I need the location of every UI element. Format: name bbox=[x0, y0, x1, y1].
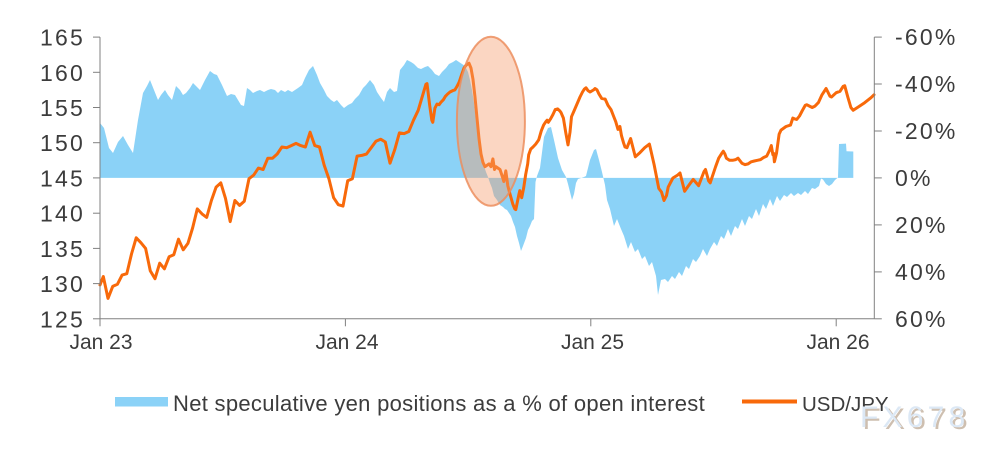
svg-text:Jan 26: Jan 26 bbox=[806, 331, 869, 354]
svg-text:165: 165 bbox=[40, 25, 85, 51]
svg-text:-60%: -60% bbox=[895, 24, 958, 50]
svg-text:135: 135 bbox=[40, 236, 85, 262]
svg-text:FX678: FX678 bbox=[863, 403, 972, 436]
svg-text:USD/JPY: USD/JPY bbox=[802, 393, 889, 416]
svg-text:20%: 20% bbox=[895, 212, 948, 238]
svg-text:-20%: -20% bbox=[895, 118, 958, 144]
svg-text:40%: 40% bbox=[895, 259, 948, 285]
svg-text:145: 145 bbox=[40, 165, 85, 191]
svg-text:140: 140 bbox=[40, 201, 85, 227]
svg-text:FX678: FX678 bbox=[860, 401, 969, 434]
svg-text:-40%: -40% bbox=[895, 71, 958, 97]
svg-text:160: 160 bbox=[40, 60, 85, 86]
svg-text:Net speculative yen positions: Net speculative yen positions as a % of … bbox=[173, 391, 705, 416]
svg-text:Jan 23: Jan 23 bbox=[69, 331, 132, 354]
svg-text:Jan 24: Jan 24 bbox=[315, 331, 378, 354]
svg-text:125: 125 bbox=[40, 306, 85, 332]
svg-text:Jan 25: Jan 25 bbox=[561, 331, 624, 354]
svg-text:155: 155 bbox=[40, 95, 85, 121]
svg-text:0%: 0% bbox=[895, 165, 933, 191]
svg-text:150: 150 bbox=[40, 130, 85, 156]
svg-text:60%: 60% bbox=[895, 306, 948, 332]
svg-text:130: 130 bbox=[40, 271, 85, 297]
